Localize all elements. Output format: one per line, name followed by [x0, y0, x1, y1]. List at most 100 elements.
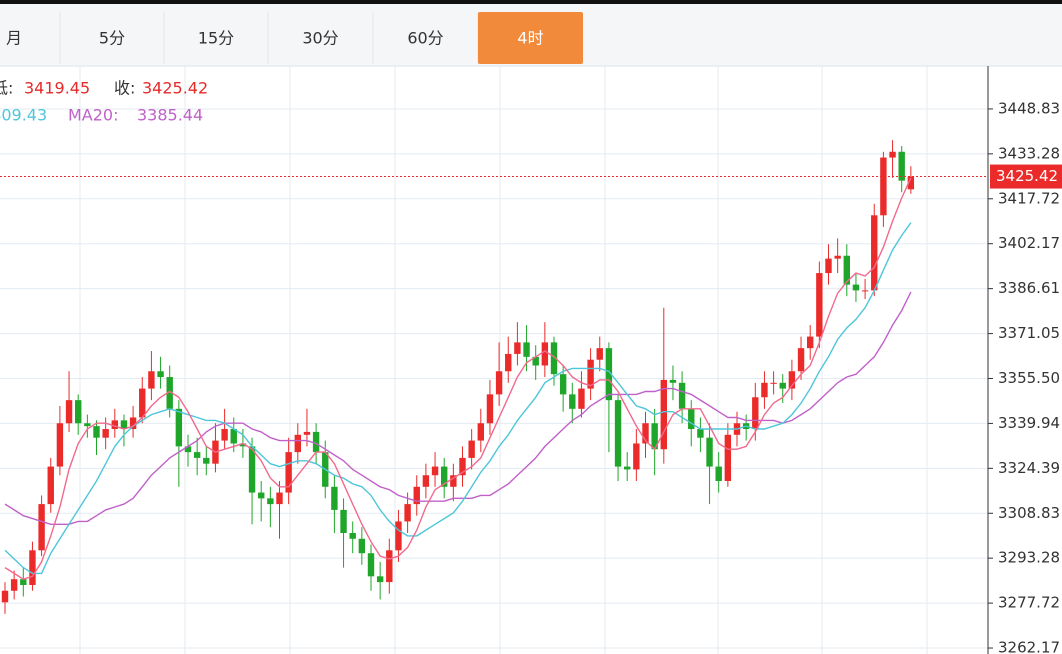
candle-body — [294, 434, 301, 453]
tab[interactable]: 5分 — [99, 12, 165, 64]
candle-body — [825, 258, 832, 274]
y-tick-label: 3262.17 — [998, 639, 1060, 654]
close-label: 收: — [114, 79, 135, 98]
tab[interactable]: 月 — [6, 12, 61, 64]
last-price-box — [990, 164, 1062, 189]
y-tick-label: 3339.94 — [998, 414, 1060, 432]
y-tick-label: 3417.72 — [998, 189, 1060, 207]
candle-body — [93, 426, 100, 438]
candle-body — [376, 576, 384, 583]
tab-label[interactable]: 5分 — [99, 29, 125, 48]
candle-body — [770, 382, 777, 384]
candle-body — [569, 394, 576, 409]
candle-body — [285, 452, 292, 493]
tab[interactable]: 4时 — [478, 12, 583, 64]
candle-body — [495, 371, 503, 395]
ma-value: 3409.43 — [0, 106, 47, 125]
candle-body — [889, 151, 896, 158]
tab[interactable]: 30分 — [302, 12, 374, 64]
low-value: 3419.45 — [24, 79, 90, 98]
ma20-value: 3385.44 — [137, 106, 203, 125]
candle-body — [166, 377, 173, 409]
candle-body — [258, 492, 265, 499]
tab-label[interactable]: 4时 — [517, 29, 543, 48]
candle-body — [642, 423, 649, 444]
candle-body — [20, 579, 27, 585]
candle-body — [10, 579, 18, 591]
candle-body — [816, 273, 823, 337]
tab-label[interactable]: 15分 — [198, 29, 234, 48]
tab-label[interactable]: 月 — [6, 29, 22, 48]
candle-body — [239, 443, 247, 447]
tab-active-bg — [478, 12, 583, 64]
candle-body — [660, 379, 667, 450]
ma-line — [4, 291, 912, 525]
candle-body — [184, 446, 192, 453]
y-tick-label: 3277.72 — [998, 594, 1060, 612]
candle-body — [486, 394, 494, 424]
candle-body — [441, 466, 448, 487]
candle-body — [505, 353, 512, 372]
candle-body — [148, 371, 155, 389]
candle-body — [797, 348, 805, 372]
candle-body — [761, 382, 768, 398]
candle-body — [431, 466, 439, 476]
last-price-label: 3425.42 — [996, 167, 1058, 185]
candle-body — [248, 446, 256, 493]
candle-body — [688, 408, 695, 430]
candle-body — [102, 429, 109, 438]
candle-body — [532, 356, 539, 366]
candle-body — [395, 521, 402, 551]
candle-body — [541, 342, 549, 366]
candle-body — [779, 382, 786, 389]
tab-label[interactable]: 60分 — [407, 29, 443, 48]
candle-body — [871, 215, 878, 291]
candle-body — [834, 255, 841, 259]
candle-body — [267, 498, 274, 505]
tab[interactable]: 15分 — [198, 12, 269, 64]
candle-body — [898, 151, 905, 181]
tab-label[interactable]: 30分 — [302, 29, 338, 48]
candle-body — [752, 397, 759, 430]
y-tick-label: 3402.17 — [998, 234, 1060, 252]
candle-body — [523, 342, 530, 357]
candle-body — [697, 429, 704, 438]
candle-body — [788, 371, 796, 389]
candle-body — [614, 400, 622, 467]
candle-body — [340, 509, 347, 533]
candle-body — [651, 423, 658, 450]
ma-line — [4, 177, 912, 580]
candle-body — [29, 550, 36, 585]
candle-body — [880, 157, 887, 216]
candle-body — [203, 457, 210, 464]
candle-body — [633, 443, 640, 470]
candle-body — [276, 492, 283, 505]
top-border — [0, 0, 1062, 4]
candle-body — [669, 379, 677, 383]
candle-body — [422, 475, 430, 487]
y-tick-label: 3355.50 — [998, 369, 1060, 387]
ma-line — [4, 222, 912, 575]
candle-body — [358, 538, 366, 554]
y-tick-label: 3386.61 — [998, 279, 1060, 297]
candle-body — [139, 388, 146, 418]
candle-body — [56, 423, 64, 467]
y-tick-label: 3371.05 — [998, 324, 1060, 342]
candle-body — [907, 176, 915, 190]
candle-body — [349, 532, 356, 539]
candle-body — [450, 475, 457, 487]
candle-body — [843, 255, 850, 285]
y-tick-label: 3308.83 — [998, 504, 1060, 522]
close-value: 3425.42 — [142, 79, 208, 98]
candle-body — [303, 431, 311, 435]
candle-body — [706, 437, 713, 467]
candle-body — [120, 420, 128, 430]
candle-body — [715, 466, 722, 482]
candle-body — [514, 342, 521, 354]
candle-body — [587, 359, 594, 389]
candle-body — [1, 590, 9, 603]
candle-body — [404, 504, 411, 522]
y-tick-label: 3293.28 — [998, 549, 1060, 567]
candle-body — [386, 550, 393, 583]
